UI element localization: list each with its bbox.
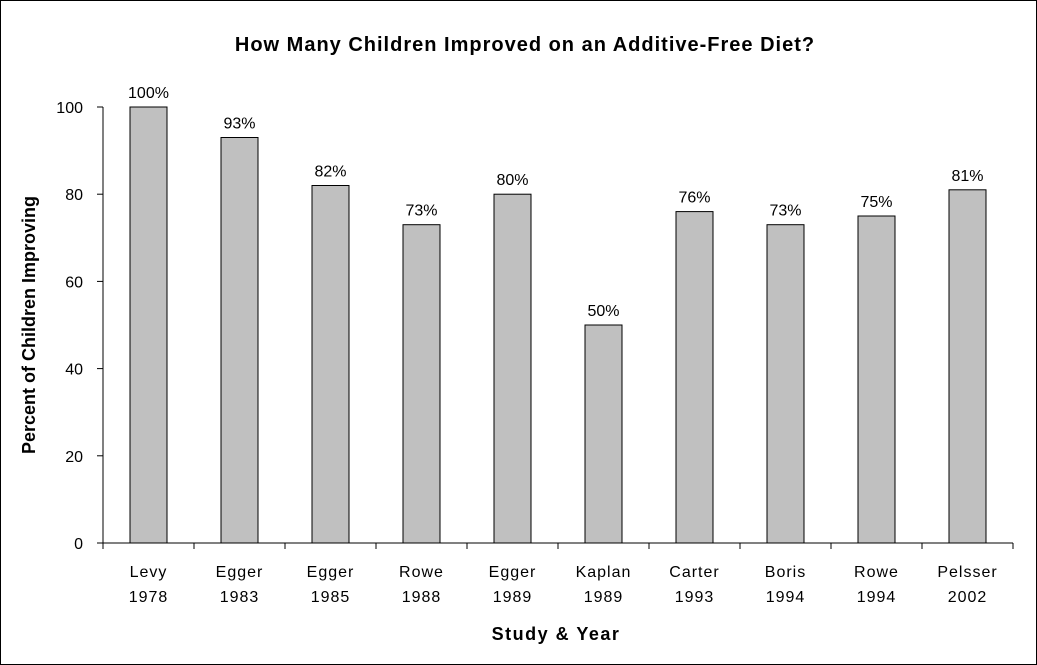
data-label: 82%: [314, 164, 346, 181]
y-tick-label: 80: [65, 187, 83, 204]
category-label-name: Carter: [669, 564, 719, 581]
category-label-year: 2002: [948, 589, 988, 606]
category-label-name: Boris: [765, 564, 806, 581]
bar: [584, 324, 623, 544]
data-label: 100%: [128, 85, 169, 102]
data-label: 73%: [405, 203, 437, 220]
data-label: 80%: [496, 172, 528, 189]
bar: [129, 106, 168, 544]
y-tick-label: 60: [65, 274, 83, 291]
y-tick-label: 40: [65, 362, 83, 379]
bar: [675, 211, 714, 544]
bar: [220, 137, 259, 544]
plot-area: 100% 93% 82% 73% 80% 50% 76% 73% 75% 81% 0 20 40 60 80…: [56, 85, 1014, 606]
category-label-name: Kaplan: [576, 564, 632, 581]
category-label-year: 1993: [675, 589, 715, 606]
y-axis-title: Percent of Children Improving: [19, 196, 39, 454]
category-label-year: 1983: [220, 589, 260, 606]
category-label-name: Egger: [307, 564, 355, 581]
category-label-year: 1989: [584, 589, 624, 606]
category-label-name: Levy: [130, 564, 168, 581]
category-label-name: Rowe: [399, 564, 444, 581]
bar: [857, 215, 896, 544]
category-label-year: 1988: [402, 589, 442, 606]
data-label: 73%: [769, 203, 801, 220]
data-label: 93%: [223, 116, 255, 133]
category-label-name: Pelsser: [937, 564, 997, 581]
y-tick-label: 0: [74, 536, 83, 553]
category-label-year: 1994: [857, 589, 897, 606]
bar: [311, 185, 350, 544]
category-label-year: 1994: [766, 589, 806, 606]
bar: [948, 189, 987, 544]
chart-title: How Many Children Improved on an Additiv…: [235, 34, 815, 56]
x-axis-title: Study & Year: [492, 624, 621, 644]
category-label-year: 1985: [311, 589, 351, 606]
data-label: 75%: [860, 194, 892, 211]
bar: [402, 224, 441, 544]
category-label-name: Rowe: [854, 564, 899, 581]
y-tick-label: 20: [65, 449, 83, 466]
data-label: 50%: [587, 303, 619, 320]
y-tick-label: 100: [56, 100, 83, 117]
category-label-name: Egger: [489, 564, 537, 581]
data-label: 81%: [951, 168, 983, 185]
category-label-year: 1978: [129, 589, 169, 606]
data-label: 76%: [678, 190, 710, 207]
category-label-name: Egger: [216, 564, 264, 581]
bar: [766, 224, 805, 544]
category-label-year: 1989: [493, 589, 533, 606]
bar: [493, 193, 532, 544]
